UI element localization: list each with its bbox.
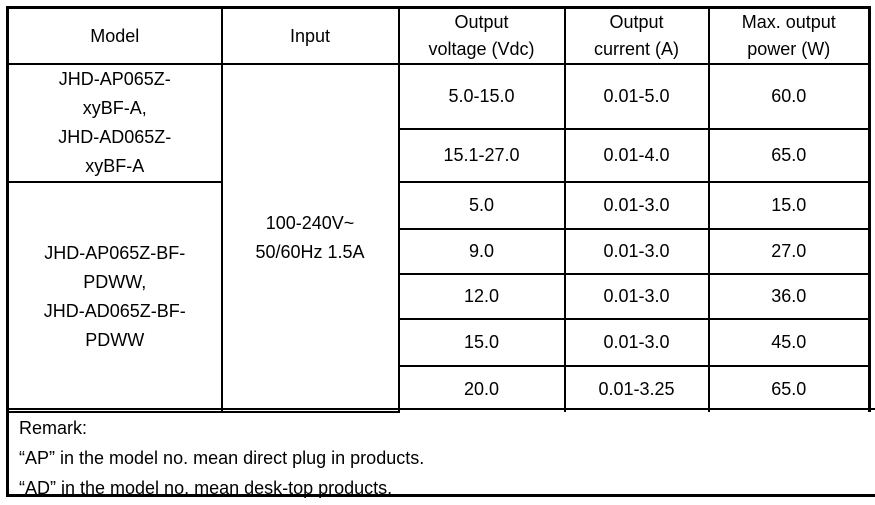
model-cell-group1: JHD-AP065Z- xyBF-A, JHD-AD065Z- xyBF-A — [6, 63, 223, 183]
current-cell: 0.01-3.0 — [563, 318, 710, 367]
remark-line-2: “AD” in the model no. mean desk-top prod… — [19, 478, 393, 498]
power-cell: 15.0 — [707, 181, 871, 230]
header-max-power: Max. output power (W) — [707, 6, 871, 65]
model-cell-group2: JHD-AP065Z-BF- PDWW, JHD-AD065Z-BF- PDWW — [6, 181, 223, 413]
power-cell: 27.0 — [707, 228, 871, 275]
spec-table: Model Input Output voltage (Vdc) Output … — [6, 6, 871, 413]
voltage-cell: 5.0-15.0 — [397, 62, 566, 131]
current-cell: 0.01-3.0 — [563, 181, 710, 230]
remark-line-1: “AP” in the model no. mean direct plug i… — [19, 448, 425, 468]
voltage-cell: 12.0 — [397, 273, 566, 320]
remark-box: Remark: “AP” in the model no. mean direc… — [6, 408, 875, 498]
header-output-current: Output current (A) — [563, 6, 710, 65]
table-row: 15.1-27.0 0.01-4.0 65.0 — [8, 128, 871, 183]
table-row: 20.0 0.01-3.25 65.0 — [8, 365, 871, 412]
current-cell: 0.01-5.0 — [563, 62, 710, 131]
voltage-cell: 5.0 — [397, 181, 566, 230]
input-cell: 100-240V~ 50/60Hz 1.5A — [220, 63, 400, 413]
remark-title: Remark: — [19, 418, 88, 438]
table-row: 15.0 0.01-3.0 45.0 — [8, 318, 871, 367]
voltage-cell: 9.0 — [397, 228, 566, 275]
power-cell: 60.0 — [707, 62, 871, 131]
table-row: 9.0 0.01-3.0 27.0 — [8, 228, 871, 275]
current-cell: 0.01-4.0 — [563, 128, 710, 183]
header-input: Input — [220, 6, 400, 65]
header-model: Model — [6, 6, 223, 65]
voltage-cell: 20.0 — [397, 365, 566, 412]
voltage-cell: 15.1-27.0 — [397, 128, 566, 183]
power-cell: 45.0 — [707, 318, 871, 367]
header-row: Model Input Output voltage (Vdc) Output … — [6, 6, 871, 65]
power-cell: 65.0 — [707, 128, 871, 183]
power-cell: 65.0 — [707, 365, 871, 412]
header-output-voltage: Output voltage (Vdc) — [397, 6, 566, 65]
current-cell: 0.01-3.0 — [563, 228, 710, 275]
current-cell: 0.01-3.0 — [563, 273, 710, 320]
table-row: 12.0 0.01-3.0 36.0 — [8, 273, 871, 320]
voltage-cell: 15.0 — [397, 318, 566, 367]
power-cell: 36.0 — [707, 273, 871, 320]
table-row: JHD-AP065Z-BF- PDWW, JHD-AD065Z-BF- PDWW… — [6, 181, 871, 413]
table-row: JHD-AP065Z- xyBF-A, JHD-AD065Z- xyBF-A 1… — [6, 62, 871, 413]
current-cell: 0.01-3.25 — [563, 365, 710, 412]
